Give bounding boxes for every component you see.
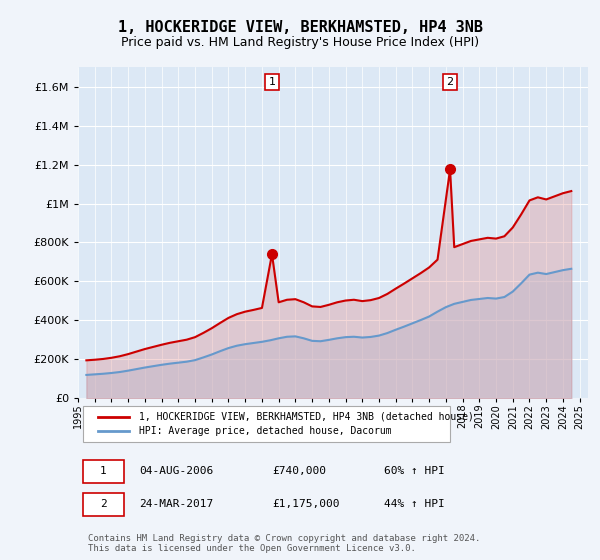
Text: £1,175,000: £1,175,000	[272, 498, 340, 508]
Text: 1, HOCKERIDGE VIEW, BERKHAMSTED, HP4 3NB (detached house): 1, HOCKERIDGE VIEW, BERKHAMSTED, HP4 3NB…	[139, 412, 474, 422]
FancyBboxPatch shape	[83, 406, 450, 442]
Text: 1, HOCKERIDGE VIEW, BERKHAMSTED, HP4 3NB: 1, HOCKERIDGE VIEW, BERKHAMSTED, HP4 3NB	[118, 20, 482, 35]
Text: 2: 2	[100, 498, 107, 508]
Text: HPI: Average price, detached house, Dacorum: HPI: Average price, detached house, Daco…	[139, 426, 392, 436]
Text: 04-AUG-2006: 04-AUG-2006	[139, 465, 214, 475]
FancyBboxPatch shape	[83, 460, 124, 483]
Text: 60% ↑ HPI: 60% ↑ HPI	[384, 465, 445, 475]
FancyBboxPatch shape	[83, 493, 124, 516]
Text: £740,000: £740,000	[272, 465, 326, 475]
Text: Price paid vs. HM Land Registry's House Price Index (HPI): Price paid vs. HM Land Registry's House …	[121, 36, 479, 49]
Text: 44% ↑ HPI: 44% ↑ HPI	[384, 498, 445, 508]
Text: 24-MAR-2017: 24-MAR-2017	[139, 498, 214, 508]
Text: 2: 2	[446, 77, 454, 87]
Text: 1: 1	[268, 77, 275, 87]
Text: Contains HM Land Registry data © Crown copyright and database right 2024.
This d: Contains HM Land Registry data © Crown c…	[88, 534, 481, 553]
Text: 1: 1	[100, 465, 107, 475]
